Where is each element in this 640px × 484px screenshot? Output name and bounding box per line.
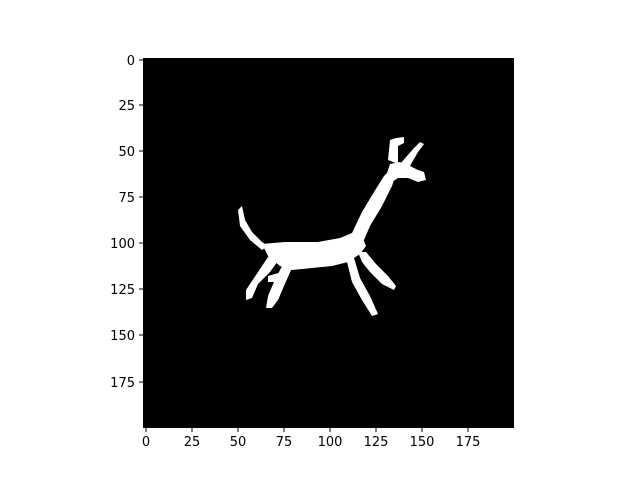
x-tick-label: 150 [410,435,435,450]
silhouette-head [386,162,426,182]
y-tick-label: 25 [118,99,135,114]
x-tick-label: 25 [184,435,201,450]
silhouette-front-leg-2 [358,252,396,290]
x-tick-label: 100 [318,435,343,450]
x-tick-label: 75 [276,435,293,450]
y-tick-label: 75 [118,191,135,206]
x-axis: 0 25 50 75 100 125 150 175 [142,428,481,450]
silhouette-neck [352,170,396,240]
y-tick-label: 150 [110,329,135,344]
silhouette-ear-right [400,142,424,166]
x-tick-label: 50 [230,435,247,450]
y-tick-label: 175 [110,376,135,391]
x-tick-label: 125 [364,435,389,450]
y-tick-label: 100 [110,237,135,252]
y-tick-label: 0 [127,54,135,69]
y-tick-label: 50 [118,145,135,160]
silhouette-ear-left [388,137,404,164]
silhouette-body [262,233,366,270]
x-tick-label: 0 [142,435,150,450]
silhouette [238,137,426,316]
silhouette-back-leg-2 [266,262,292,308]
x-tick-label: 175 [456,435,481,450]
silhouette-front-leg-1 [346,258,378,316]
silhouette-back-leg-1 [246,254,280,300]
silhouette-back-foot [268,272,286,282]
y-axis: 0 25 50 75 100 125 150 175 [110,54,143,391]
y-tick-label: 125 [110,283,135,298]
